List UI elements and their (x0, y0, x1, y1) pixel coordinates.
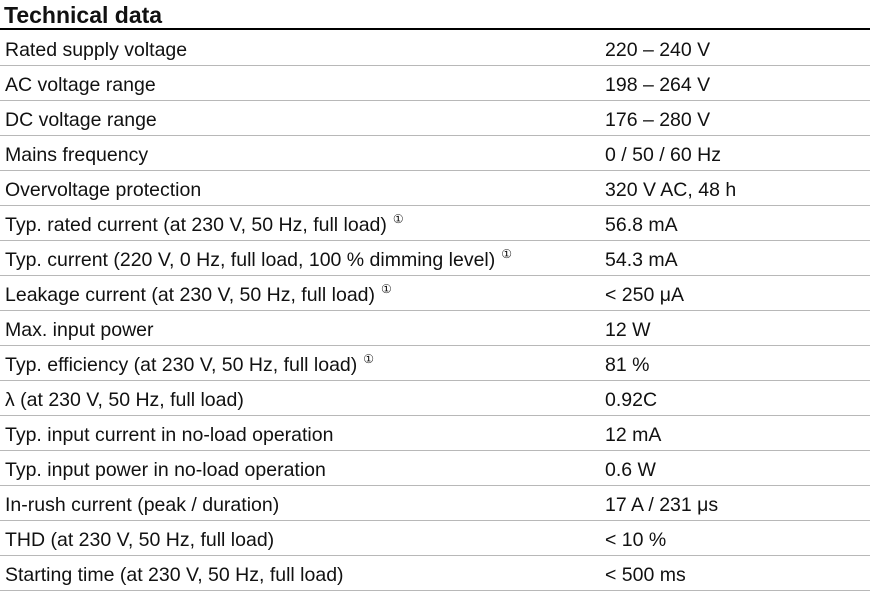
row-label: Leakage current (at 230 V, 50 Hz, full l… (5, 284, 376, 306)
label-cell: Max. input power (5, 319, 154, 342)
row-label: Typ. efficiency (at 230 V, 50 Hz, full l… (5, 354, 358, 376)
row-value: < 10 % (605, 529, 667, 551)
footnote-mark: ① (501, 247, 513, 261)
table-row: λ (at 230 V, 50 Hz, full load) 0.92C (0, 381, 870, 416)
row-label: AC voltage range (5, 74, 156, 96)
table-row: Typ. input current in no-load operation 1… (0, 416, 870, 451)
row-value: 198 – 264 V (605, 74, 711, 96)
table-row: Typ. rated current (at 230 V, 50 Hz, ful… (0, 206, 870, 241)
row-value: 0.92C (605, 389, 658, 411)
table-row: Leakage current (at 230 V, 50 Hz, full l… (0, 276, 870, 311)
row-label: Overvoltage protection (5, 179, 202, 201)
row-value: 12 W (605, 319, 651, 341)
label-cell: Typ. current (220 V, 0 Hz, full load, 10… (5, 247, 513, 272)
label-cell: Overvoltage protection (5, 179, 201, 202)
footnote-mark: ① (363, 352, 375, 366)
row-label: THD (at 230 V, 50 Hz, full load) (5, 529, 275, 551)
table-row: Mains frequency 0 / 50 / 60 Hz (0, 136, 870, 171)
label-cell: Typ. efficiency (at 230 V, 50 Hz, full l… (5, 352, 375, 377)
table-row: AC voltage range 198 – 264 V (0, 66, 870, 101)
label-cell: λ (at 230 V, 50 Hz, full load) (5, 389, 244, 412)
label-cell: Leakage current (at 230 V, 50 Hz, full l… (5, 282, 392, 307)
label-cell: In-rush current (peak / duration) (5, 494, 279, 517)
table-row: Max. input power 12 W (0, 311, 870, 346)
row-value: 176 – 280 V (605, 109, 711, 131)
row-label: Max. input power (5, 319, 154, 341)
row-value: 12 mA (605, 424, 662, 446)
row-value: 54.3 mA (605, 249, 678, 271)
label-cell: THD (at 230 V, 50 Hz, full load) (5, 529, 274, 552)
row-label: Typ. input current in no-load operation (5, 424, 334, 446)
row-label: Typ. input power in no-load operation (5, 459, 326, 481)
row-value: < 250 μA (605, 284, 684, 306)
row-label: Typ. rated current (at 230 V, 50 Hz, ful… (5, 214, 387, 236)
row-label: Typ. current (220 V, 0 Hz, full load, 10… (5, 249, 496, 271)
row-label: Rated supply voltage (5, 39, 188, 61)
label-cell: DC voltage range (5, 109, 157, 132)
row-label: λ (at 230 V, 50 Hz, full load) (5, 389, 244, 411)
table-row: In-rush current (peak / duration) 17 A / … (0, 486, 870, 521)
row-value: 220 – 240 V (605, 39, 711, 61)
footnote-mark: ① (392, 212, 404, 226)
table-row: Typ. current (220 V, 0 Hz, full load, 10… (0, 241, 870, 276)
row-value: 17 A / 231 μs (605, 494, 719, 516)
label-cell: Mains frequency (5, 144, 148, 167)
table-row: Overvoltage protection 320 V AC, 48 h (0, 171, 870, 206)
row-value: 0 / 50 / 60 Hz (605, 144, 721, 166)
title: Technical data (4, 2, 163, 28)
label-cell: AC voltage range (5, 74, 156, 97)
table-row: Rated supply voltage 220 – 240 V (0, 31, 870, 66)
table-row: Typ. efficiency (at 230 V, 50 Hz, full l… (0, 346, 870, 381)
row-value: 81 % (605, 354, 650, 376)
row-label: Mains frequency (5, 144, 149, 166)
table-row: Typ. input power in no-load operation 0.6… (0, 451, 870, 486)
label-cell: Typ. input current in no-load operation (5, 424, 333, 447)
label-cell: Typ. rated current (at 230 V, 50 Hz, ful… (5, 212, 404, 237)
table-row: DC voltage range 176 – 280 V (0, 101, 870, 136)
row-label: Starting time (at 230 V, 50 Hz, full loa… (5, 564, 344, 586)
label-cell: Starting time (at 230 V, 50 Hz, full loa… (5, 564, 344, 587)
label-cell: Typ. input power in no-load operation (5, 459, 326, 482)
label-cell: Rated supply voltage (5, 39, 187, 62)
row-label: DC voltage range (5, 109, 157, 131)
spec-table: Rated supply voltage 220 – 240 V AC voltag… (0, 31, 870, 591)
row-label: In-rush current (peak / duration) (5, 494, 280, 516)
table-row: Starting time (at 230 V, 50 Hz, full loa… (0, 556, 870, 591)
title-rule (0, 28, 870, 30)
footnote-mark: ① (381, 282, 392, 296)
row-value: < 500 ms (605, 564, 686, 586)
row-value: 56.8 mA (605, 214, 678, 236)
table-row: THD (at 230 V, 50 Hz, full load) < 10 % (0, 521, 870, 556)
row-value: 320 V AC, 48 h (605, 179, 737, 201)
row-value: 0.6 W (605, 459, 656, 481)
